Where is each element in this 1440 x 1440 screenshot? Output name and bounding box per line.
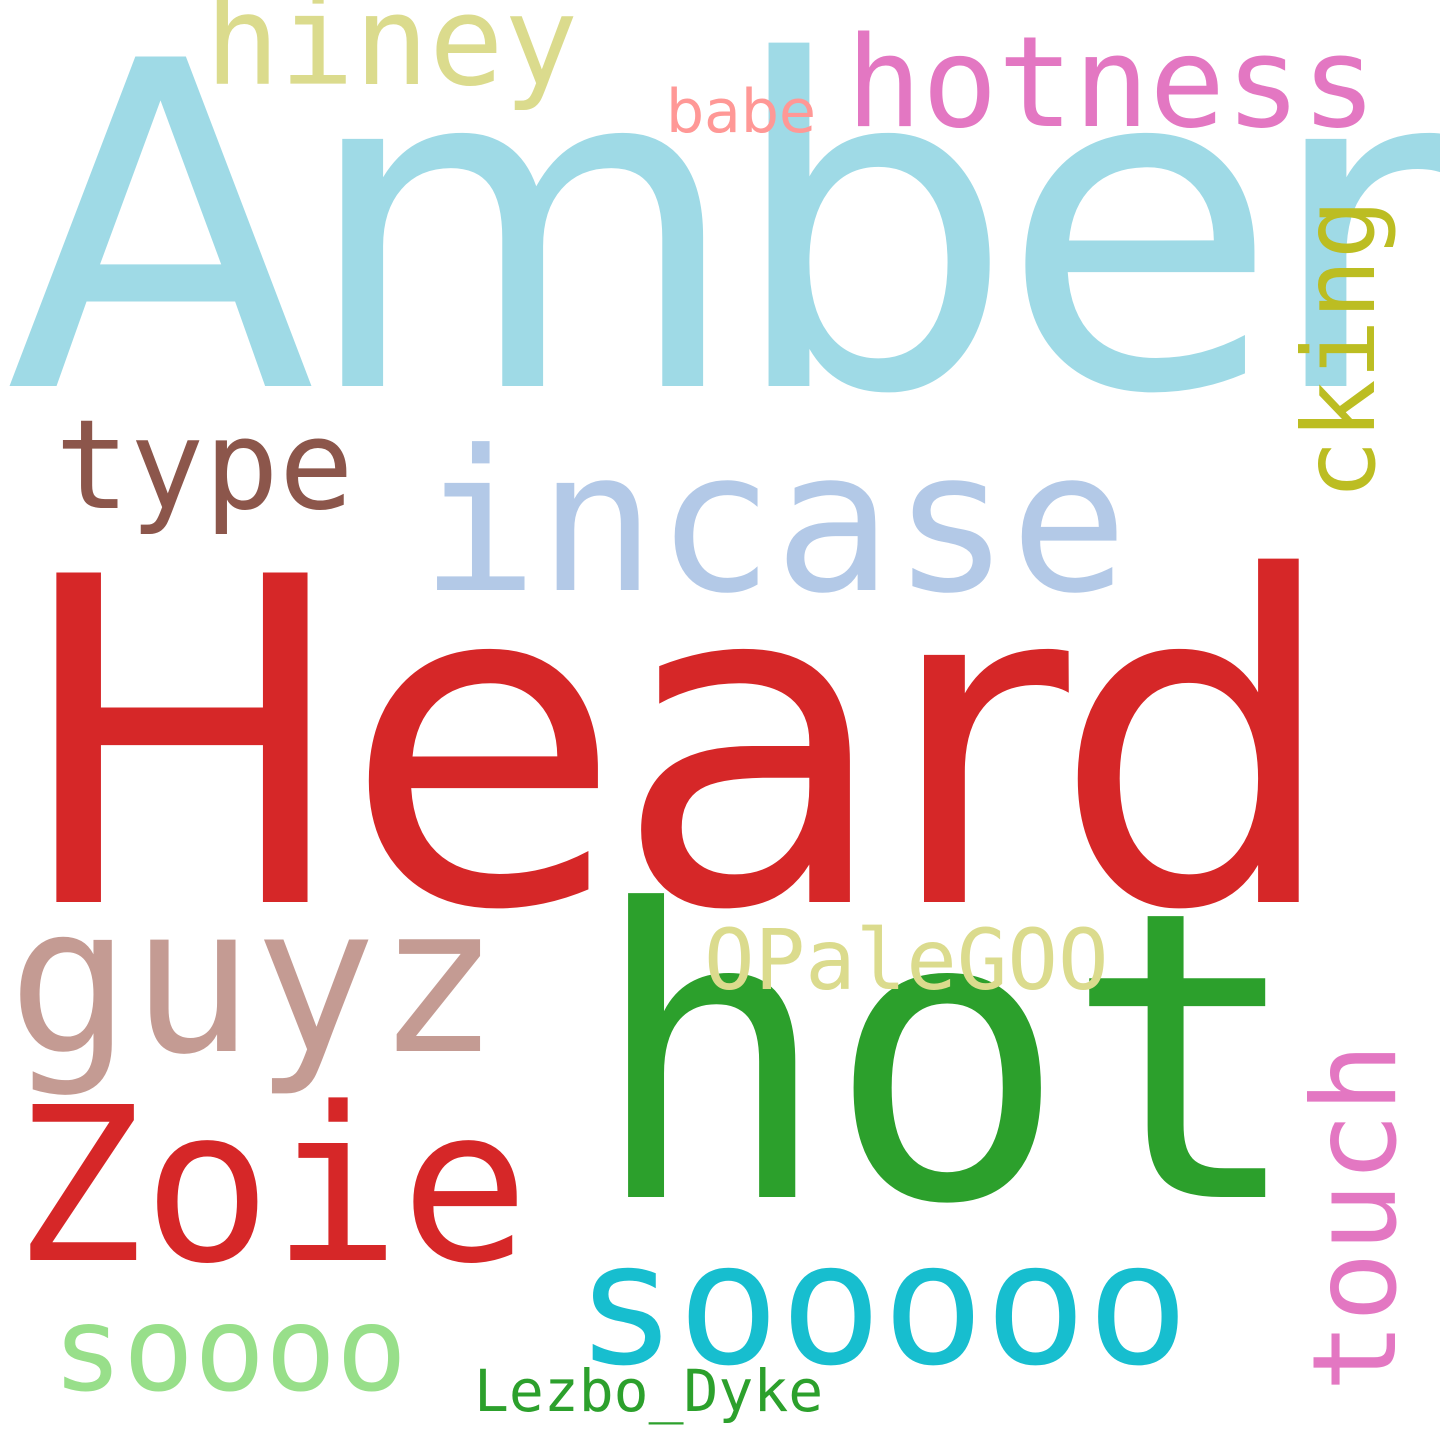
word-soooo: soooo: [52, 1280, 408, 1418]
word-hot: hot: [590, 827, 1304, 1292]
word-lezbo-dyke: Lezbo_Dyke: [474, 1357, 824, 1425]
word-hiney: hiney: [205, 0, 579, 114]
word-opalegoo: OPaleGOO: [704, 911, 1109, 1009]
word-type: type: [55, 394, 354, 538]
word-amber: Amber: [6, 0, 1440, 493]
word-incase: incase: [420, 409, 1129, 637]
word-guyz: guyz: [8, 863, 500, 1100]
word-zoie: Zoie: [14, 1062, 530, 1311]
word-heard: Heard: [12, 482, 1340, 1009]
word-cking: cking: [1281, 198, 1398, 500]
word-hotness: hotness: [846, 9, 1378, 156]
word-babe: babe: [666, 77, 816, 147]
word-touch: touch: [1288, 1042, 1423, 1392]
word-sooooo: sooooo: [575, 1206, 1190, 1404]
